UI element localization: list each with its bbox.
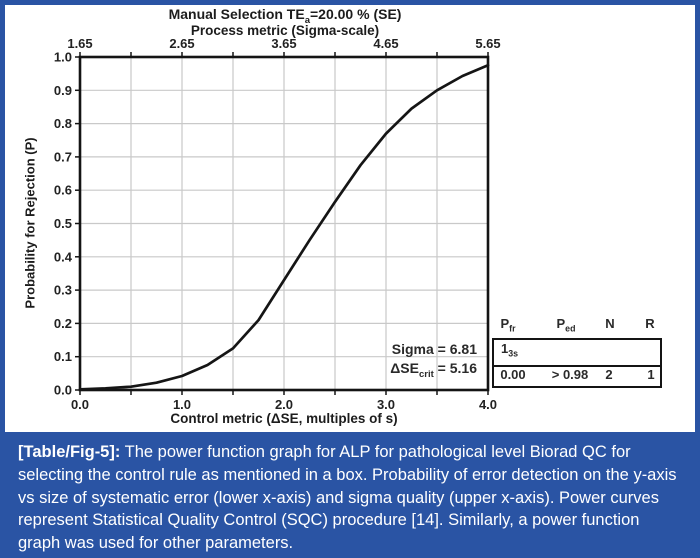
rule-table-box: 13s 0.00 > 0.98 2 1 xyxy=(492,338,662,388)
y-tick-label: 0.6 xyxy=(54,183,72,198)
x-tick-label: 0.0 xyxy=(71,397,89,412)
y-tick-label: 0.9 xyxy=(54,83,72,98)
x-tick-label: 3.0 xyxy=(377,397,395,412)
rule-table-value-row: 0.00 > 0.98 2 1 xyxy=(494,367,660,385)
y-tick-label: 0.2 xyxy=(54,316,72,331)
top-tick-label: 5.65 xyxy=(475,36,500,51)
y-tick-label: 0.1 xyxy=(54,349,72,364)
y-tick-label: 0.3 xyxy=(54,283,72,298)
chart-title-subscript: a xyxy=(304,14,310,26)
x-tick-label: 2.0 xyxy=(275,397,293,412)
chart-title-text: Manual Selection TE xyxy=(168,6,305,22)
figure-caption-tag: [Table/Fig-5]: xyxy=(18,443,121,461)
y-tick-label: 1.0 xyxy=(54,50,72,65)
header-ped-main: P xyxy=(556,316,566,331)
chart-title-value: =20.00 % (SE) xyxy=(310,6,402,22)
y-axis-label: Probability for Rejection (P) xyxy=(22,137,38,309)
plot-border xyxy=(78,55,490,392)
top-tick-label: 1.65 xyxy=(67,36,92,51)
sigma-annotation-line2: ΔSEcrit = 5.16 xyxy=(390,359,477,384)
rule-main: 1 xyxy=(501,341,509,356)
header-n: N xyxy=(605,316,614,331)
plot-canvas: 0.0 0.1 0.2 0.3 0.4 0.5 0.6 0.7 0.8 0.9 1.0 0.0 1.0 2… xyxy=(54,36,501,412)
sigma-value: 6.81 xyxy=(449,341,477,357)
pfr-value: 0.00 xyxy=(500,367,526,382)
power-curve xyxy=(78,63,490,391)
x-tick-label: 4.0 xyxy=(479,397,497,412)
header-pfr: Pfr xyxy=(500,316,515,334)
header-r: R xyxy=(645,316,654,331)
rule-table-divider xyxy=(494,365,660,367)
equals-sign: = xyxy=(433,341,450,357)
sigma-label: Sigma xyxy=(391,341,434,357)
y-tick-label: 0.0 xyxy=(54,383,72,398)
rule-subscript: 3s xyxy=(508,348,519,359)
dse-crit-value: 5.16 xyxy=(449,360,477,376)
top-tick-label: 4.65 xyxy=(373,36,398,51)
header-ped-sub: ed xyxy=(565,323,576,334)
top-tick-label: 2.65 xyxy=(169,36,194,51)
dse-crit-subscript: crit xyxy=(418,368,434,380)
y-tick-label: 0.4 xyxy=(54,249,73,264)
y-tick-label: 0.5 xyxy=(54,216,72,231)
power-function-chart: 0.0 0.1 0.2 0.3 0.4 0.5 0.6 0.7 0.8 0.9 1.0 0.0 1.0 2… xyxy=(22,6,662,426)
chart-title: Manual Selection TEa=20.00 % (SE) xyxy=(80,6,490,26)
control-rule-label: 13s xyxy=(501,341,518,359)
rule-table-header-row: Pfr Ped N R xyxy=(492,316,662,336)
x-axis-label: Control metric (ΔSE, multiples of s) xyxy=(170,411,398,426)
top-tick-label: 3.65 xyxy=(271,36,296,51)
r-value: 1 xyxy=(647,367,655,382)
header-ped: Ped xyxy=(557,316,576,334)
sigma-annotation-line1: Sigma = 6.81 xyxy=(390,340,477,359)
sigma-annotation: Sigma = 6.81 ΔSEcrit = 5.16 xyxy=(390,340,477,384)
header-pfr-main: P xyxy=(500,316,510,331)
y-tick-label: 0.7 xyxy=(54,149,72,164)
equals-sign: = xyxy=(433,360,450,376)
header-r-main: R xyxy=(645,316,655,331)
figure-caption-body: The power function graph for ALP for pat… xyxy=(18,443,677,553)
header-n-main: N xyxy=(605,316,615,331)
dse-crit-label: ΔSE xyxy=(390,360,419,376)
header-pfr-sub: fr xyxy=(509,323,516,334)
x-tick-label: 1.0 xyxy=(173,397,191,412)
n-value: 2 xyxy=(605,367,613,382)
y-tick-label: 0.8 xyxy=(54,116,72,131)
figure-caption: [Table/Fig-5]: The power function graph … xyxy=(5,432,695,553)
top-axis-title: Process metric (Sigma-scale) xyxy=(190,23,380,38)
ped-value: > 0.98 xyxy=(551,367,589,382)
